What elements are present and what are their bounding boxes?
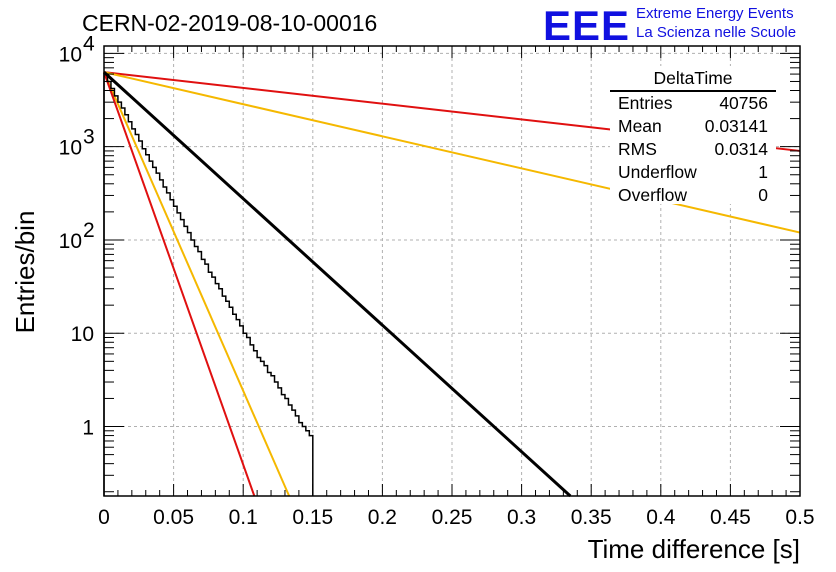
histogram-layer: [102, 70, 572, 498]
stats-row: Underflow 1: [610, 161, 776, 184]
y-tick-exponent: 2: [83, 219, 95, 242]
stats-label: Overflow: [618, 185, 688, 205]
y-tick-label: 10: [59, 230, 82, 253]
stats-row: Overflow 0: [610, 184, 776, 207]
stats-value: 0.03141: [704, 116, 768, 136]
stats-row: Mean 0.03141: [610, 115, 776, 138]
orange-reference-line: [103, 71, 801, 234]
stats-value: 40756: [719, 93, 768, 113]
x-tick-label: 0.45: [710, 506, 751, 529]
x-tick-label: 0.35: [571, 506, 612, 529]
stats-label: Mean: [618, 116, 662, 136]
y-tick-exponent: 4: [83, 32, 95, 55]
stats-label: RMS: [618, 139, 657, 159]
fit-line: [102, 70, 572, 498]
axis-ticks: [103, 46, 801, 496]
x-tick-label: 0.3: [507, 506, 536, 529]
orange-reference-line: [103, 71, 291, 497]
y-tick-exponent: 3: [83, 126, 95, 149]
stats-label: Underflow: [618, 162, 697, 182]
x-tick-label: 0.4: [646, 506, 676, 529]
x-tick-labels: 0 0.05 0.1 0.15 0.2 0.25 0.3 0.35 0.4 0.45 0.5: [98, 506, 814, 529]
stats-row: RMS 0.0314: [610, 138, 776, 161]
y-tick-label: 10: [59, 43, 82, 66]
stats-row: Entries 40756: [610, 92, 776, 115]
stats-value: 0: [758, 185, 768, 205]
x-tick-label: 0: [98, 506, 110, 529]
eee-logo: EEE: [543, 2, 631, 49]
stats-title: DeltaTime: [610, 66, 776, 92]
logo-caption-line1: Extreme Energy Events: [636, 5, 794, 22]
x-tick-label: 0.05: [153, 506, 194, 529]
y-tick-label: 10: [71, 323, 94, 346]
histogram-outline: [103, 73, 314, 496]
stats-box: DeltaTime Entries 40756 Mean 0.03141 RMS…: [610, 66, 776, 207]
chart-title: CERN-02-2019-08-10-00016: [82, 10, 378, 36]
logo-caption: Extreme Energy Events La Scienza nelle S…: [636, 4, 796, 42]
stats-value: 1: [758, 162, 768, 182]
stats-label: Entries: [618, 93, 673, 113]
x-tick-label: 0.2: [368, 506, 397, 529]
red-reference-line: [103, 71, 256, 497]
stats-value: 0.0314: [714, 139, 768, 159]
x-tick-label: 0.1: [229, 506, 258, 529]
x-tick-label: 0.15: [292, 506, 333, 529]
y-tick-label: 10: [59, 137, 82, 160]
logo-caption-line2: La Scienza nelle Scuole: [636, 24, 797, 41]
x-axis-label: Time difference [s]: [588, 534, 800, 564]
x-tick-label: 0.5: [785, 506, 814, 529]
x-tick-label: 0.25: [432, 506, 473, 529]
y-axis-label: Entries/bin: [10, 211, 40, 334]
y-tick-label: 1: [82, 417, 94, 440]
